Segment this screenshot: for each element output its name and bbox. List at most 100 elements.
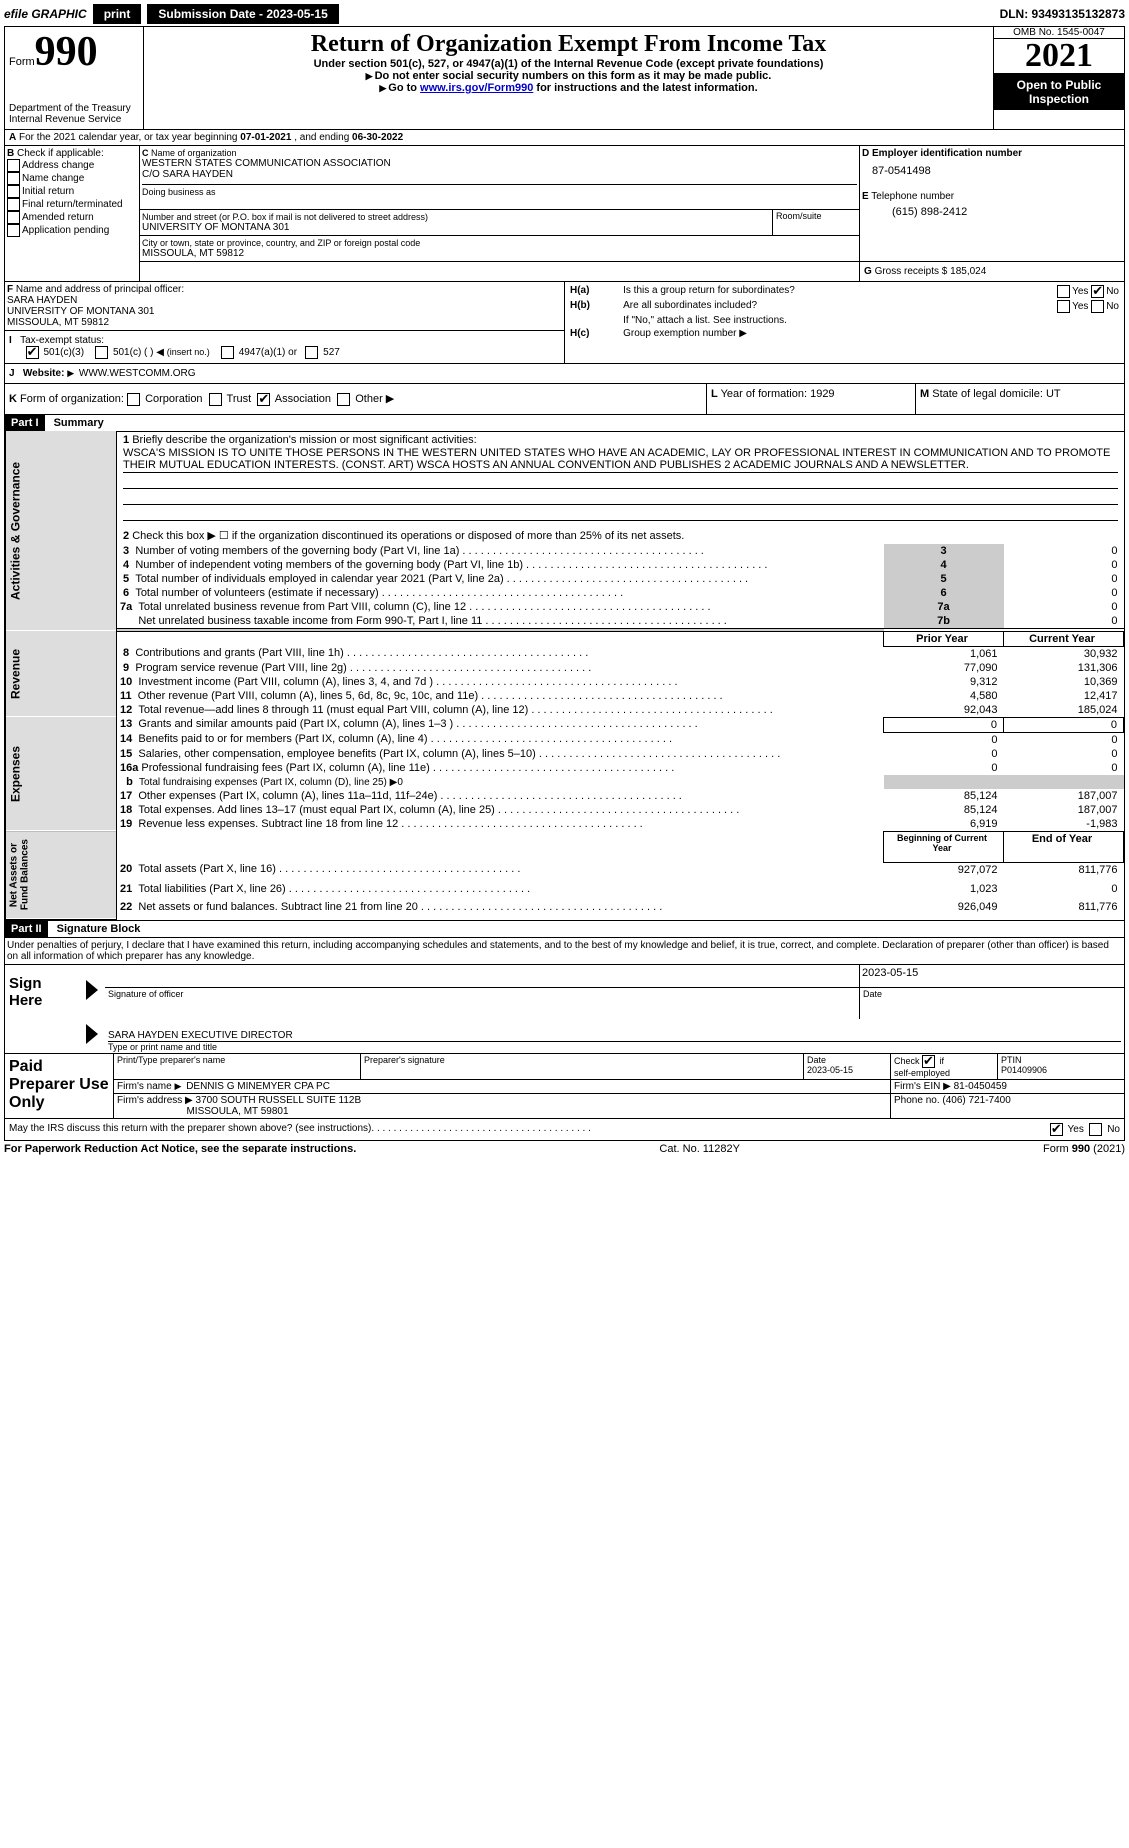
officer-group-table: F Name and address of principal officer:… [5, 281, 1124, 363]
firm-name-value: DENNIS G MINEMYER CPA PC [186, 1081, 330, 1092]
row-text: Total unrelated business revenue from Pa… [138, 601, 466, 613]
discuss-yes: Yes [1068, 1124, 1084, 1135]
irs-link[interactable]: www.irs.gov/Form990 [420, 82, 533, 94]
checkbox-hb-no[interactable] [1091, 300, 1104, 313]
paid-preparer-label: Paid Preparer Use Only [5, 1053, 114, 1118]
checkbox-final-return[interactable] [7, 198, 20, 211]
checkbox-501c3[interactable] [26, 346, 39, 359]
form-label: Form [9, 56, 35, 68]
prep-name-label: Print/Type preparer's name [114, 1053, 361, 1079]
part1-header-row: Part I Summary [5, 414, 1124, 431]
self-employed-check: Check [894, 1056, 922, 1066]
row-key: 3 [884, 544, 1004, 558]
ha-yes: Yes [1072, 286, 1088, 297]
form-title: Return of Organization Exempt From Incom… [148, 31, 989, 58]
row-current: 0 [1004, 747, 1124, 761]
checkbox-discuss-no[interactable] [1089, 1123, 1102, 1136]
prior-year-hdr: Prior Year [916, 633, 968, 645]
row-text: Grants and similar amounts paid (Part IX… [138, 718, 453, 730]
gross-receipts: 185,024 [950, 266, 986, 277]
row-text: Program service revenue (Part VIII, line… [135, 662, 347, 674]
checkbox-ha-no[interactable] [1091, 285, 1104, 298]
row-key: 5 [884, 572, 1004, 586]
may-irs-text: May the IRS discuss this return with the… [9, 1123, 371, 1136]
beg-year-hdr: Beginning of Current Year [897, 833, 987, 853]
row-text: Total number of individuals employed in … [135, 573, 503, 585]
prep-phone-value: (406) 721-7400 [942, 1095, 1010, 1106]
row-current: 131,306 [1004, 661, 1124, 675]
d-label: Employer identification number [872, 148, 1022, 159]
checkbox-address-change[interactable] [7, 159, 20, 172]
row-prior: 0 [884, 717, 1004, 732]
mission-text: WSCA'S MISSION IS TO UNITE THOSE PERSONS… [123, 446, 1118, 473]
a-pre: For the 2021 calendar year, or tax year … [19, 132, 240, 143]
checkbox-discuss-yes[interactable] [1050, 1123, 1063, 1136]
page-footer: For Paperwork Reduction Act Notice, see … [4, 1141, 1125, 1155]
row-current: 811,776 [1004, 900, 1124, 919]
checkbox-assoc[interactable] [257, 393, 270, 406]
row-prior: 1,061 [884, 646, 1004, 661]
print-button[interactable]: print [93, 4, 142, 24]
submission-date-button[interactable]: Submission Date - 2023-05-15 [147, 4, 338, 24]
form-subtitle: Under section 501(c), 527, or 4947(a)(1)… [148, 58, 989, 70]
footer-left: For Paperwork Reduction Act Notice, see … [4, 1143, 356, 1155]
checkbox-other[interactable] [337, 393, 350, 406]
checkbox-501c[interactable] [95, 346, 108, 359]
row-text: Professional fundraising fees (Part IX, … [141, 762, 429, 774]
checkbox-ha-yes[interactable] [1057, 285, 1070, 298]
arrow-icon [366, 70, 375, 82]
row-val: 0 [1004, 600, 1124, 614]
row-prior: 0 [884, 747, 1004, 761]
row-val: 0 [1004, 614, 1124, 629]
ha-label: Is this a group return for subordinates? [620, 284, 983, 299]
tab-governance: Activities & Governance [6, 431, 117, 631]
form-container: Form990 Department of the Treasury Inter… [4, 26, 1125, 1141]
row-val: 0 [1004, 572, 1124, 586]
checkbox-app-pending[interactable] [7, 224, 20, 237]
firm-ein-label: Firm's EIN ▶ [894, 1081, 951, 1092]
row-prior: 77,090 [884, 661, 1004, 675]
checkbox-corp[interactable] [127, 393, 140, 406]
row-text: Total assets (Part X, line 16) [138, 863, 276, 875]
checkbox-527[interactable] [305, 346, 318, 359]
row-prior: 0 [884, 732, 1004, 747]
may-irs-row: May the IRS discuss this return with the… [5, 1118, 1124, 1140]
a-end: 06-30-2022 [352, 132, 403, 143]
row-prior: 0 [884, 761, 1004, 775]
k-b: Trust [227, 393, 252, 405]
row-current: 187,007 [1004, 803, 1124, 817]
row-current: 0 [1004, 717, 1124, 732]
row-text: Total liabilities (Part X, line 26) [138, 883, 285, 895]
row-prior: 85,124 [884, 803, 1004, 817]
k-c: Association [275, 393, 331, 405]
a-begin: 07-01-2021 [240, 132, 291, 143]
checkbox-self-employed[interactable] [922, 1055, 935, 1068]
hb-label: Are all subordinates included? [620, 299, 983, 314]
part2-header-row: Part II Signature Block [5, 920, 1124, 937]
row-current: 185,024 [1004, 703, 1124, 718]
sig-date-value: 2023-05-15 [860, 965, 1125, 988]
row-val: 0 [1004, 544, 1124, 558]
checkbox-amended[interactable] [7, 211, 20, 224]
end-year-hdr: End of Year [1032, 833, 1092, 845]
firm-addr2: MISSOULA, MT 59801 [186, 1106, 288, 1117]
checkbox-trust[interactable] [209, 393, 222, 406]
opt-amended: Amended return [22, 212, 94, 223]
tab-revenue: Revenue [6, 631, 117, 717]
prep-date-label: Date [807, 1055, 826, 1065]
top-bar: efile GRAPHIC print Submission Date - 20… [4, 4, 1125, 24]
checkbox-name-change[interactable] [7, 172, 20, 185]
row-current: 0 [1004, 761, 1124, 775]
row-val: 0 [1004, 586, 1124, 600]
checkbox-hb-yes[interactable] [1057, 300, 1070, 313]
phone-label: Phone no. [894, 1095, 940, 1106]
row-prior: 85,124 [884, 789, 1004, 803]
checkbox-initial-return[interactable] [7, 185, 20, 198]
discuss-no: No [1107, 1124, 1120, 1135]
checkbox-4947[interactable] [221, 346, 234, 359]
k-label: Form of organization: [20, 393, 124, 405]
no-ssn-note: Do not enter social security numbers on … [375, 70, 772, 82]
section-j: J Website: WWW.WESTCOMM.ORG [5, 363, 1124, 384]
hb-no: No [1106, 301, 1119, 312]
org-name: WESTERN STATES COMMUNICATION ASSOCIATION [142, 158, 857, 169]
